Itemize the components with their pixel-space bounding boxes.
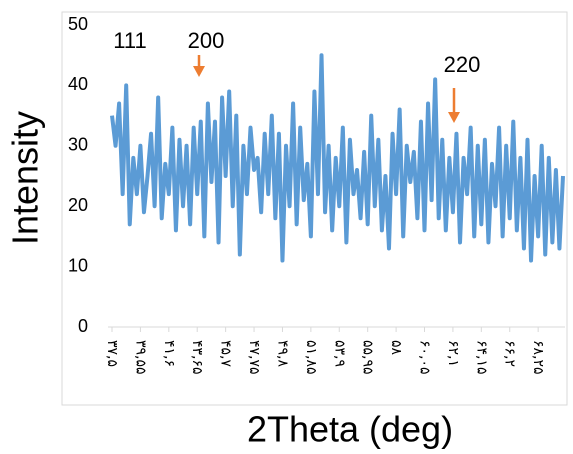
- x-tick-label: ۵۳,۹: [331, 340, 347, 367]
- x-tick-label: ۶۲,۱: [445, 340, 461, 367]
- x-tick-label: ۳۹,۵۵: [132, 340, 148, 375]
- x-tick-label: ۵۸: [388, 340, 404, 356]
- annotation: 111: [113, 28, 146, 53]
- chart-frame: [61, 11, 568, 406]
- y-tick-label: 30: [68, 135, 88, 155]
- x-tick-label: ۴۵,۷: [218, 340, 234, 367]
- data-line: [110, 53, 565, 263]
- x-tick-label: ۴۱,۶: [161, 340, 177, 367]
- x-tick-label: ۶۴,۱۵: [473, 340, 489, 375]
- y-axis-title: Intensity: [5, 111, 46, 245]
- annotation: 220: [444, 52, 481, 77]
- annotation: 200: [188, 28, 225, 53]
- x-tick-label: ۳۷,۵: [104, 340, 120, 367]
- y-tick-label: 40: [68, 74, 88, 94]
- x-axis-title: 2Theta (deg): [247, 409, 453, 450]
- x-tick-label: ۴۹,۸: [274, 340, 290, 367]
- x-tick-label: ۴۳,۶۵: [189, 340, 205, 375]
- y-tick-label: 50: [68, 14, 88, 34]
- x-tick-label: ۶۰,۰۵: [417, 340, 433, 375]
- x-tick-label: ۵۵,۹۵: [360, 340, 376, 375]
- x-tick-label: ۶۶,۲: [502, 340, 518, 367]
- y-tick-label: 10: [68, 255, 88, 275]
- arrow: [448, 88, 460, 123]
- arrow: [193, 55, 205, 77]
- x-tick-label: ۶۸,۲۵: [530, 340, 546, 375]
- x-tick-label: ۵۱,۸۵: [303, 340, 319, 375]
- y-tick-label: 0: [78, 316, 88, 336]
- y-tick-label: 20: [68, 195, 88, 215]
- x-tick-label: ۴۷,۷۵: [246, 340, 262, 375]
